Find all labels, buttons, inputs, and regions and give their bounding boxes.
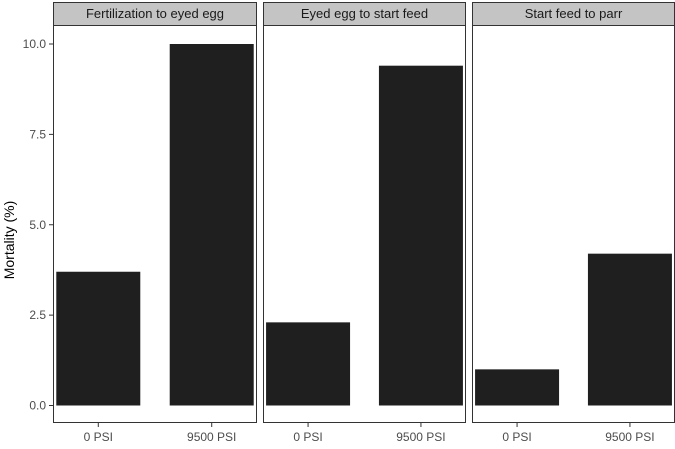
bar-0-psi	[475, 369, 560, 406]
panel-2: Eyed egg to start feed 0 PSI 9500 PSI	[263, 2, 466, 444]
panel-1: Fertilization to eyed egg 0 PSI 9500 PSI	[53, 2, 257, 444]
bar-9500-psi	[169, 44, 254, 406]
x-tick-label: 9500 PSI	[605, 430, 654, 444]
x-tick-label: 0 PSI	[502, 430, 531, 444]
y-tick-label: 0.0	[29, 399, 46, 413]
bar-0-psi	[56, 271, 141, 406]
y-tick-label: 5.0	[29, 218, 46, 232]
panel-border	[263, 25, 466, 423]
x-tick-label: 0 PSI	[293, 430, 322, 444]
bar-0-psi	[266, 322, 351, 406]
x-tick-label: 0 PSI	[84, 430, 113, 444]
y-tick-label: 2.5	[29, 308, 46, 322]
panel-title: Start feed to parr	[525, 6, 623, 21]
panel-title: Fertilization to eyed egg	[86, 6, 224, 21]
panel-3: Start feed to parr 0 PSI 9500 PSI	[472, 2, 675, 444]
bar-9500-psi	[378, 65, 463, 406]
y-tick-label: 7.5	[29, 127, 46, 141]
x-tick-label: 9500 PSI	[187, 430, 236, 444]
panel-title: Eyed egg to start feed	[301, 6, 428, 21]
x-tick-label: 9500 PSI	[396, 430, 445, 444]
panel-border	[53, 25, 257, 423]
bar-9500-psi	[587, 253, 672, 406]
y-tick-label: 10.0	[23, 37, 47, 51]
y-axis-label: Mortality (%)	[1, 201, 17, 280]
